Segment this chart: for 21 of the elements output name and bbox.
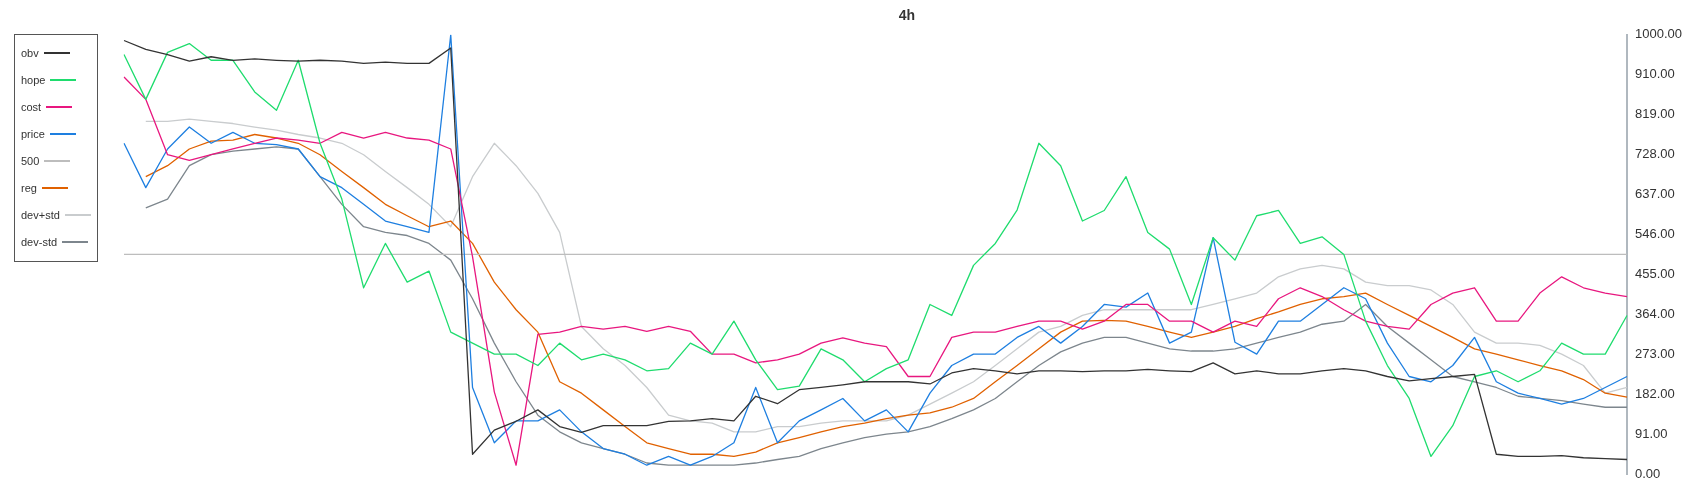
y-tick-label: 364.00 bbox=[1635, 305, 1675, 321]
y-tick-label: 728.00 bbox=[1635, 145, 1675, 161]
legend-label: dev+std bbox=[21, 208, 60, 221]
y-tick-label: 91.00 bbox=[1635, 425, 1668, 441]
legend-label: price bbox=[21, 127, 45, 140]
y-tick-label: 182.00 bbox=[1635, 385, 1675, 401]
y-tick-label: 910.00 bbox=[1635, 65, 1675, 81]
y-tick-label: 819.00 bbox=[1635, 105, 1675, 121]
y-tick-label: 0.00 bbox=[1635, 465, 1661, 481]
legend-label: hope bbox=[21, 73, 46, 86]
y-tick-label: 1000.00 bbox=[1635, 26, 1683, 42]
legend-label: cost bbox=[21, 100, 42, 113]
chart-title: 4h bbox=[898, 7, 916, 24]
legend-label: obv bbox=[21, 46, 39, 59]
y-tick-label: 455.00 bbox=[1635, 265, 1675, 281]
y-tick-label: 546.00 bbox=[1635, 225, 1675, 241]
y-tick-label: 273.00 bbox=[1635, 345, 1675, 361]
y-tick-label: 637.00 bbox=[1635, 185, 1675, 201]
legend-label: dev-std bbox=[21, 235, 58, 248]
legend-label: 500 bbox=[21, 154, 40, 167]
legend-label: reg bbox=[21, 181, 37, 194]
